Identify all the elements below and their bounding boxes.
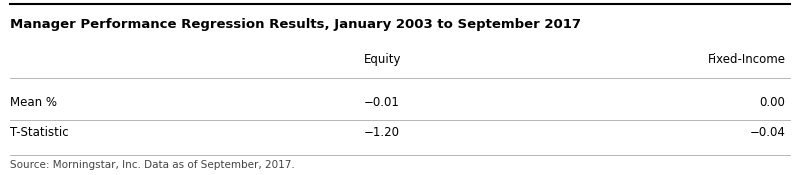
Text: 0.00: 0.00 — [760, 96, 786, 109]
Text: Mean %: Mean % — [10, 96, 58, 109]
Text: Equity: Equity — [364, 53, 402, 66]
Text: Fixed-Income: Fixed-Income — [708, 53, 786, 66]
Text: −1.20: −1.20 — [364, 126, 400, 139]
Text: −0.04: −0.04 — [750, 126, 786, 139]
Text: Manager Performance Regression Results, January 2003 to September 2017: Manager Performance Regression Results, … — [10, 18, 582, 31]
Text: −0.01: −0.01 — [364, 96, 400, 109]
Text: Source: Morningstar, Inc. Data as of September, 2017.: Source: Morningstar, Inc. Data as of Sep… — [10, 160, 295, 170]
Text: T-Statistic: T-Statistic — [10, 126, 69, 139]
